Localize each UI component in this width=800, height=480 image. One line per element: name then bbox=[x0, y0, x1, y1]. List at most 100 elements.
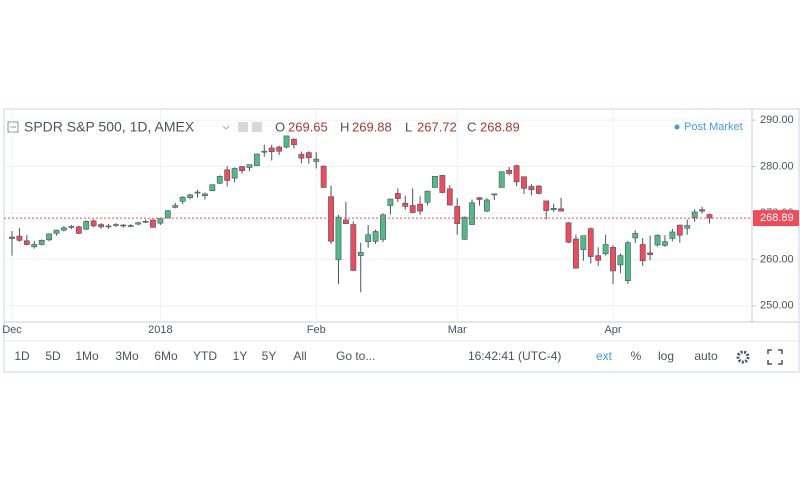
range-button[interactable]: 5Y bbox=[262, 349, 277, 363]
chart-title: SPDR S&P 500, 1D, AMEX bbox=[24, 119, 195, 135]
chart-frame bbox=[3, 108, 800, 373]
candle-body bbox=[313, 158, 320, 162]
candle-body bbox=[394, 193, 401, 199]
candle-body bbox=[276, 146, 283, 152]
candle-body bbox=[298, 154, 305, 159]
candle-body bbox=[164, 210, 171, 219]
y-tick-label: 280.00 bbox=[760, 160, 794, 172]
collapse-icon[interactable] bbox=[7, 121, 19, 133]
range-button[interactable]: 5D bbox=[45, 349, 61, 363]
range-button[interactable]: 1Mo bbox=[75, 349, 99, 363]
goto-button[interactable]: Go to... bbox=[336, 349, 375, 363]
candle-body bbox=[335, 216, 342, 261]
last-price-tag bbox=[753, 210, 799, 227]
candle-body bbox=[150, 219, 156, 228]
candle-body bbox=[610, 246, 616, 272]
status: Post Market bbox=[684, 121, 743, 133]
candle-body bbox=[632, 233, 639, 239]
candle-body bbox=[187, 194, 193, 198]
candle-body bbox=[202, 193, 208, 197]
fullscreen-icon[interactable] bbox=[767, 349, 783, 365]
candle-body bbox=[38, 240, 45, 245]
candle-body bbox=[595, 255, 602, 261]
y-tick-label: 250.00 bbox=[760, 300, 794, 312]
candle-body bbox=[699, 209, 705, 212]
range-button[interactable]: 1D bbox=[14, 349, 30, 363]
candle-body bbox=[543, 200, 550, 211]
range-button[interactable]: 3Mo bbox=[115, 349, 139, 363]
candle-body bbox=[587, 228, 594, 257]
candle-body bbox=[105, 225, 112, 228]
ohlc-key: H bbox=[340, 119, 349, 134]
candle-body bbox=[387, 198, 394, 206]
candle-body bbox=[83, 221, 90, 230]
candle-body bbox=[23, 240, 30, 245]
range-button[interactable]: 1Y bbox=[233, 349, 248, 363]
option-button[interactable]: log bbox=[658, 349, 674, 363]
ohlc-key: C bbox=[467, 119, 476, 134]
candle-body bbox=[261, 150, 268, 153]
candle-body bbox=[75, 226, 82, 234]
candle-body bbox=[528, 186, 535, 191]
candle-body bbox=[402, 202, 409, 207]
candle-body bbox=[647, 252, 654, 256]
candle-body bbox=[432, 175, 438, 188]
candle-body bbox=[409, 205, 416, 213]
candle-body bbox=[120, 224, 127, 227]
candle-body bbox=[372, 231, 379, 242]
candle-body bbox=[209, 184, 216, 191]
range-button[interactable]: All bbox=[293, 349, 306, 363]
range-button[interactable]: YTD bbox=[193, 349, 217, 363]
candle-body bbox=[513, 165, 520, 183]
candle-body bbox=[365, 234, 372, 243]
option-button[interactable]: ext bbox=[596, 349, 613, 363]
candle-body bbox=[483, 199, 490, 212]
candle-body bbox=[454, 206, 461, 224]
candle-body bbox=[127, 225, 134, 227]
candle-body bbox=[498, 171, 505, 188]
candle-body bbox=[142, 221, 149, 223]
candle-body bbox=[268, 147, 275, 152]
ohlc-key: O bbox=[275, 119, 285, 134]
gear-icon[interactable] bbox=[736, 350, 750, 364]
candle-body bbox=[283, 135, 290, 148]
y-tick-label: 290.00 bbox=[760, 114, 794, 126]
ohlc-value: 269.65 bbox=[288, 119, 328, 134]
candle-body bbox=[320, 165, 327, 188]
dropdown-icon[interactable] bbox=[222, 125, 230, 130]
candle-body bbox=[31, 244, 38, 248]
candle-body bbox=[535, 185, 542, 194]
candle-body bbox=[550, 208, 557, 210]
candle-body bbox=[380, 214, 386, 240]
candle-body bbox=[424, 190, 431, 203]
candle-body bbox=[194, 191, 201, 194]
option-button[interactable]: auto bbox=[694, 349, 718, 363]
y-tick-label: 260.00 bbox=[760, 253, 794, 265]
x-tick-label: Mar bbox=[448, 324, 467, 336]
candle-body bbox=[639, 244, 646, 262]
candle-body bbox=[417, 203, 423, 212]
range-button[interactable]: 6Mo bbox=[154, 349, 178, 363]
candle-body bbox=[53, 229, 60, 234]
candle-body bbox=[135, 222, 142, 225]
x-tick-label: 2018 bbox=[148, 324, 172, 336]
candle-body bbox=[558, 208, 564, 212]
candle-body bbox=[9, 236, 15, 239]
candle-body bbox=[654, 234, 661, 246]
candle-body bbox=[461, 216, 468, 240]
candle-body bbox=[90, 220, 97, 227]
candle-body bbox=[676, 224, 683, 236]
x-tick-label: Apr bbox=[604, 324, 621, 336]
candle-body bbox=[224, 169, 231, 181]
settings-icon[interactable] bbox=[252, 122, 262, 132]
candle-body bbox=[521, 176, 527, 189]
candle-body bbox=[61, 227, 67, 231]
candle-body bbox=[342, 219, 349, 224]
candle-body bbox=[350, 224, 357, 271]
candle-body bbox=[506, 169, 513, 174]
option-button[interactable]: % bbox=[631, 349, 642, 363]
candle-body bbox=[98, 224, 104, 228]
eye-icon[interactable] bbox=[238, 122, 248, 132]
clock: 16:42:41 (UTC-4) bbox=[468, 349, 561, 363]
